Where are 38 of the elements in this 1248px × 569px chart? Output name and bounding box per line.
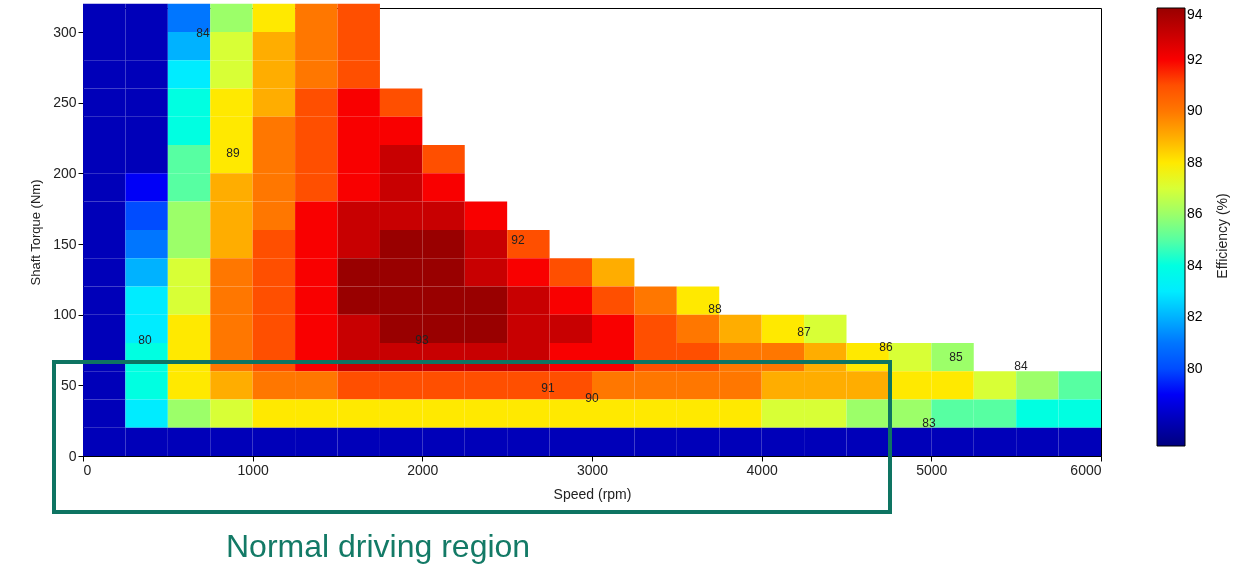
annotation: 92: [511, 233, 525, 247]
color-bar-title: Efficiency (%): [1214, 193, 1230, 279]
y-tick-label: 100: [53, 306, 77, 323]
y-tick-label: 150: [53, 235, 77, 252]
annotation: 89: [226, 146, 240, 160]
annotation: 80: [138, 333, 152, 347]
x-tick-label: 3000: [576, 461, 609, 478]
color-bar-label: 90: [1187, 102, 1203, 119]
annotation: 86: [879, 340, 893, 354]
x-tick-label: 6000: [1070, 461, 1102, 478]
annotation: 85: [949, 350, 963, 364]
y-tick-label: 0: [68, 447, 77, 464]
color-bar-label: 86: [1187, 205, 1203, 222]
color-bar-label: 88: [1187, 153, 1203, 170]
color-bar-label: 92: [1187, 50, 1203, 67]
x-tick-label: 5000: [916, 461, 948, 478]
x-tick-label: 2000: [407, 461, 439, 478]
color-bar-label: 80: [1187, 359, 1203, 376]
x-tick-label: 4000: [746, 461, 778, 478]
annotation: 87: [797, 325, 811, 339]
x-axis-title: Speed (rpm): [553, 485, 632, 502]
x-tick-label: 0: [83, 461, 92, 478]
y-axis-title: Shaft Torque (Nm): [28, 179, 44, 286]
y-tick-label: 300: [53, 23, 77, 40]
annotation: 84: [196, 26, 210, 40]
annotation: 90: [585, 391, 599, 405]
annotation: 93: [415, 333, 429, 347]
y-tick-label: 50: [60, 376, 77, 393]
color-bar-label: 84: [1187, 256, 1203, 273]
y-tick-label: 250: [53, 94, 77, 111]
annotation: 83: [922, 416, 936, 430]
annotation: 91: [541, 381, 555, 395]
annotation: 84: [1014, 359, 1028, 373]
y-tick-label: 200: [53, 164, 77, 181]
color-bar-label: 94: [1187, 6, 1203, 22]
text: Normal driving region: [226, 528, 531, 565]
x-tick-label: 1000: [237, 461, 269, 478]
color-bar-label: 82: [1187, 308, 1203, 325]
